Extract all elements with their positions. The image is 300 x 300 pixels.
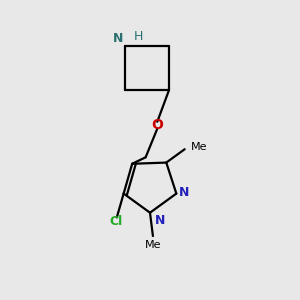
Text: N: N xyxy=(154,214,165,227)
Text: Cl: Cl xyxy=(109,215,122,228)
Text: N: N xyxy=(113,32,124,45)
Text: Me: Me xyxy=(145,240,161,250)
Text: N: N xyxy=(179,186,190,199)
Text: O: O xyxy=(152,118,163,132)
Text: Me: Me xyxy=(190,142,207,152)
Text: H: H xyxy=(134,30,143,43)
